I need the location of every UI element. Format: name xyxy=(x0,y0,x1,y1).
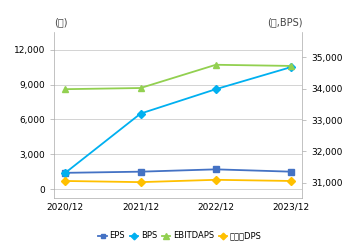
EBITDAPS xyxy=(138,87,143,90)
EPS xyxy=(214,168,218,171)
EBITDAPS xyxy=(289,64,293,67)
보통주DPS xyxy=(214,178,218,181)
BPS xyxy=(214,88,218,91)
Text: (원): (원) xyxy=(54,17,68,27)
EPS xyxy=(63,171,67,174)
Line: EBITDAPS: EBITDAPS xyxy=(62,61,294,93)
Line: EPS: EPS xyxy=(63,167,294,176)
Legend: EPS, BPS, EBITDAPS, 보통주DPS: EPS, BPS, EBITDAPS, 보통주DPS xyxy=(95,228,265,244)
BPS xyxy=(63,171,67,174)
Text: (원,BPS): (원,BPS) xyxy=(267,17,302,27)
EPS xyxy=(289,170,293,173)
BPS xyxy=(289,66,293,69)
Line: 보통주DPS: 보통주DPS xyxy=(63,177,294,185)
EBITDAPS xyxy=(214,63,218,66)
보통주DPS xyxy=(138,181,143,184)
보통주DPS xyxy=(289,180,293,183)
BPS xyxy=(138,112,143,115)
보통주DPS xyxy=(63,180,67,183)
Line: BPS: BPS xyxy=(63,64,294,176)
EPS xyxy=(138,170,143,173)
EBITDAPS xyxy=(63,88,67,91)
